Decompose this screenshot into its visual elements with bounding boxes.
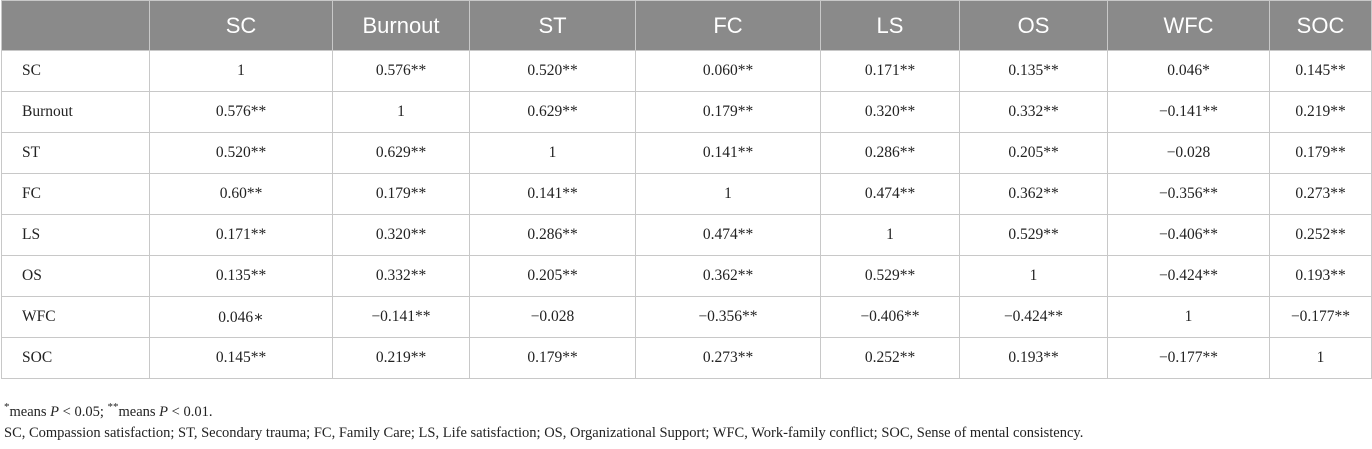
column-header: SC <box>149 0 333 51</box>
row-header-cell: SC <box>1 50 150 92</box>
row-header-cell: OS <box>1 255 150 297</box>
table-cell: −0.141** <box>332 296 470 338</box>
table-cell: 0.332** <box>959 91 1108 133</box>
table-cell: 0.205** <box>959 132 1108 174</box>
row-header-cell: Burnout <box>1 91 150 133</box>
table-cell: −0.028 <box>469 296 636 338</box>
table-cell: −0.141** <box>1107 91 1270 133</box>
table-cell: 0.286** <box>469 214 636 256</box>
table-cell: 0.320** <box>820 91 960 133</box>
table-cell: 0.576** <box>332 50 470 92</box>
table-cell: 0.135** <box>959 50 1108 92</box>
table-cell: 0.046* <box>1107 50 1270 92</box>
table-cell: −0.028 <box>1107 132 1270 174</box>
table-cell: 0.60** <box>149 173 333 215</box>
table-header-row: SC Burnout ST FC LS OS WFC SOC <box>1 0 1372 51</box>
header-corner-cell <box>1 0 150 51</box>
table-cell: 0.219** <box>1269 91 1372 133</box>
table-cell: 0.145** <box>1269 50 1372 92</box>
table-cell: 0.252** <box>820 337 960 379</box>
table-cell: 1 <box>149 50 333 92</box>
column-header: LS <box>820 0 960 51</box>
table-cell: 0.193** <box>959 337 1108 379</box>
table-cell: 0.141** <box>469 173 636 215</box>
table-cell: 0.529** <box>959 214 1108 256</box>
table-cell: −0.406** <box>820 296 960 338</box>
table-row: FC 0.60** 0.179** 0.141** 1 0.474** 0.362** −0.… <box>1 173 1372 215</box>
table-cell: 0.252** <box>1269 214 1372 256</box>
table-cell: −0.177** <box>1269 296 1372 338</box>
table-cell: −0.424** <box>959 296 1108 338</box>
table-cell: 0.145** <box>149 337 333 379</box>
significance-note: *means P < 0.05; **means P < 0.01. <box>4 401 213 420</box>
table-cell: 1 <box>820 214 960 256</box>
table-cell: 0.171** <box>149 214 333 256</box>
table-body: SC 1 0.576** 0.520** 0.060** 0.171** 0.135** 0.… <box>1 50 1372 379</box>
table-cell: 1 <box>332 91 470 133</box>
table-cell: 0.046∗ <box>149 296 333 338</box>
table-cell: 0.362** <box>959 173 1108 215</box>
table-cell: 0.141** <box>635 132 821 174</box>
table-cell: 0.273** <box>635 337 821 379</box>
table-row: WFC 0.046∗ −0.141** −0.028 −0.356** −0.406** −… <box>1 296 1372 338</box>
row-header-cell: LS <box>1 214 150 256</box>
table-cell: 0.629** <box>332 132 470 174</box>
table-cell: 0.179** <box>469 337 636 379</box>
table-cell: 0.205** <box>469 255 636 297</box>
row-header-cell: FC <box>1 173 150 215</box>
table-cell: 0.576** <box>149 91 333 133</box>
table-row: SOC 0.145** 0.219** 0.179** 0.273** 0.252** 0.… <box>1 337 1372 379</box>
table-row: SC 1 0.576** 0.520** 0.060** 0.171** 0.135** 0.… <box>1 50 1372 92</box>
table-cell: 0.362** <box>635 255 821 297</box>
table-cell: 0.629** <box>469 91 636 133</box>
table-cell: 0.179** <box>1269 132 1372 174</box>
table-cell: 0.273** <box>1269 173 1372 215</box>
table-cell: 0.135** <box>149 255 333 297</box>
table-cell: 0.060** <box>635 50 821 92</box>
table-cell: −0.356** <box>635 296 821 338</box>
column-header: OS <box>959 0 1108 51</box>
table-cell: −0.356** <box>1107 173 1270 215</box>
table-cell: 0.179** <box>635 91 821 133</box>
table-cell: 0.474** <box>820 173 960 215</box>
table-cell: −0.406** <box>1107 214 1270 256</box>
row-header-cell: WFC <box>1 296 150 338</box>
table-cell: −0.424** <box>1107 255 1270 297</box>
table-cell: 1 <box>1107 296 1270 338</box>
column-header: WFC <box>1107 0 1270 51</box>
table-row: ST 0.520** 0.629** 1 0.141** 0.286** 0.205** −0… <box>1 132 1372 174</box>
table-cell: 0.286** <box>820 132 960 174</box>
table-cell: −0.177** <box>1107 337 1270 379</box>
table-cell: 1 <box>635 173 821 215</box>
table-cell: 0.332** <box>332 255 470 297</box>
row-header-cell: SOC <box>1 337 150 379</box>
abbreviations-note: SC, Compassion satisfaction; ST, Seconda… <box>4 425 1084 441</box>
table-cell: 0.520** <box>149 132 333 174</box>
table-cell: 0.179** <box>332 173 470 215</box>
table-cell: 0.520** <box>469 50 636 92</box>
table-row: LS 0.171** 0.320** 0.286** 0.474** 1 0.529** −0… <box>1 214 1372 256</box>
table-cell: 0.219** <box>332 337 470 379</box>
row-header-cell: ST <box>1 132 150 174</box>
table-cell: 0.474** <box>635 214 821 256</box>
table-footnotes: *means P < 0.05; **means P < 0.01. SC, C… <box>4 402 1083 444</box>
table-cell: 1 <box>469 132 636 174</box>
correlation-table: SC Burnout ST FC LS OS WFC SOC SC 1 0.576** 0.520*… <box>1 0 1372 379</box>
table-row: OS 0.135** 0.332** 0.205** 0.362** 0.529** 1 −0… <box>1 255 1372 297</box>
table-row: Burnout 0.576** 1 0.629** 0.179** 0.320** 0.33… <box>1 91 1372 133</box>
column-header: SOC <box>1269 0 1372 51</box>
table-cell: 1 <box>1269 337 1372 379</box>
column-header: ST <box>469 0 636 51</box>
table-cell: 0.320** <box>332 214 470 256</box>
table-cell: 1 <box>959 255 1108 297</box>
column-header: Burnout <box>332 0 470 51</box>
table-cell: 0.193** <box>1269 255 1372 297</box>
table-cell: 0.171** <box>820 50 960 92</box>
column-header: FC <box>635 0 821 51</box>
table-cell: 0.529** <box>820 255 960 297</box>
